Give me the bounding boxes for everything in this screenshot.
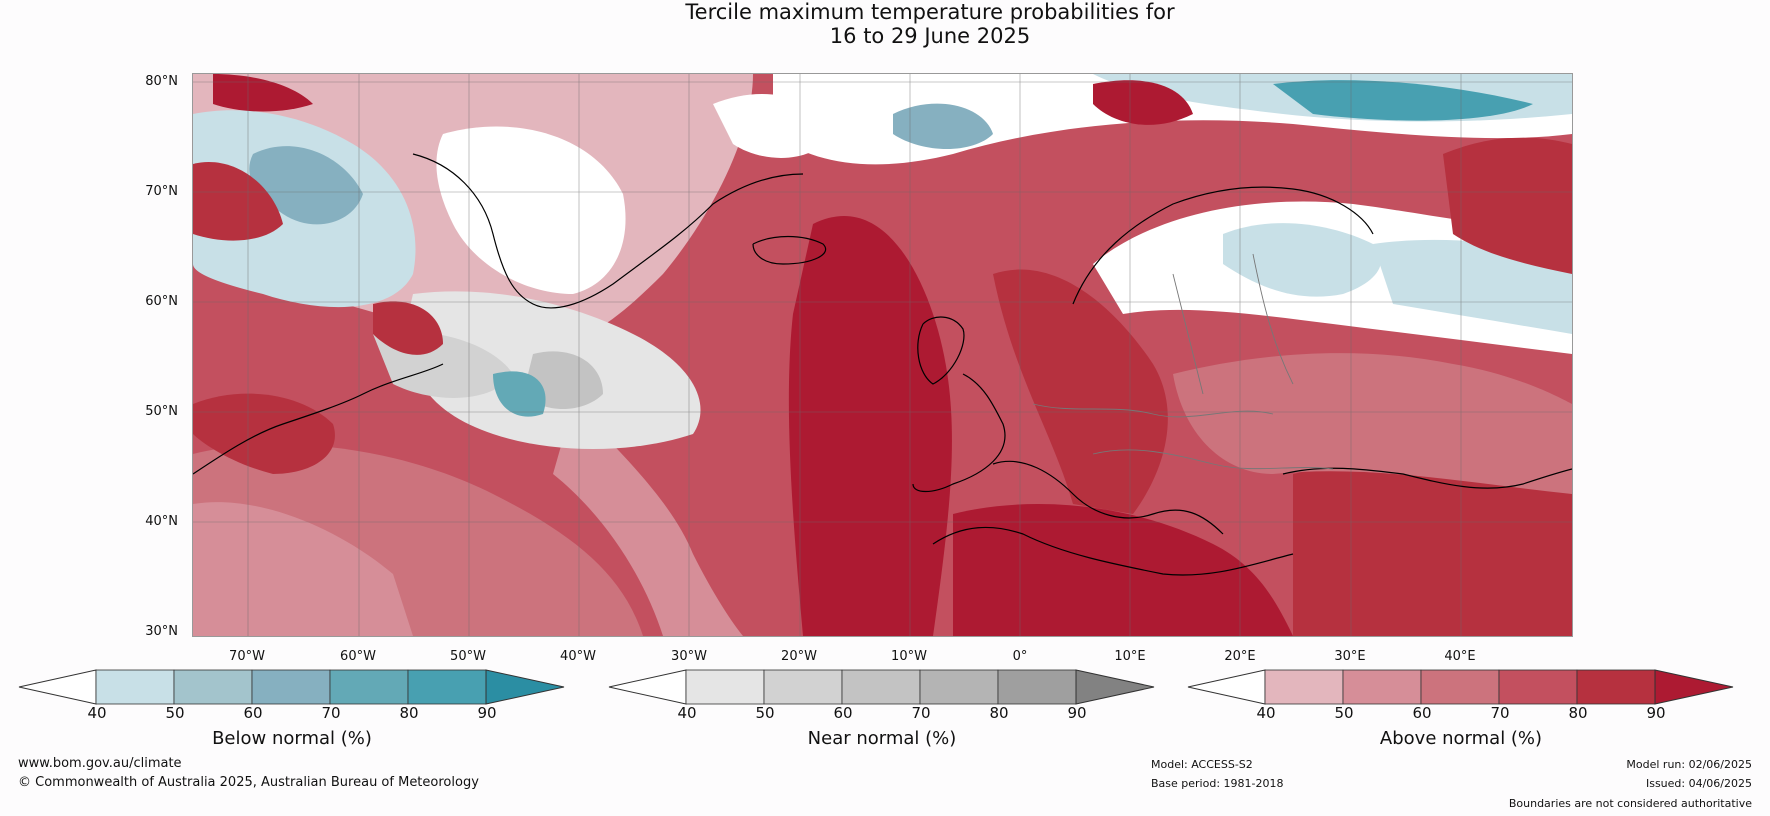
colorbar-swatch (407, 669, 487, 705)
colorbar-extend-low (1187, 669, 1266, 705)
colorbar-swatch (997, 669, 1077, 705)
title-line-1: Tercile maximum temperature probabilitie… (685, 0, 1175, 24)
colorbar-title-above-normal: Above normal (%) (1379, 728, 1543, 749)
colorbar-tick: 50 (165, 704, 185, 722)
colorbar-tick: 60 (1412, 704, 1432, 722)
colorbar-tick: 60 (833, 704, 853, 722)
colorbar-swatch (251, 669, 331, 705)
colorbar-extend-low (18, 669, 97, 705)
colorbar-below-normal (18, 669, 565, 705)
colorbar-above-normal (1187, 669, 1734, 705)
colorbar-near-normal (608, 669, 1155, 705)
colorbar-swatches (1187, 669, 1734, 705)
colorbar-extend-high (1654, 669, 1734, 705)
colorbar-extend-high (1075, 669, 1155, 705)
colorbar-swatch (329, 669, 409, 705)
colorbar-tick: 90 (1067, 704, 1087, 722)
colorbar-title-near-normal: Near normal (%) (807, 728, 957, 749)
lat-label-30n: 30°N (145, 624, 178, 639)
lon-label: 10°E (1114, 649, 1146, 664)
title-line-2: 16 to 29 June 2025 (829, 24, 1031, 48)
lon-label: 20°E (1224, 649, 1256, 664)
probability-map (192, 73, 1573, 637)
lon-label: 10°W (891, 649, 927, 664)
colorbar-tick: 80 (399, 704, 419, 722)
colorbar-swatch (841, 669, 921, 705)
lat-label-40n: 40°N (145, 514, 178, 529)
colorbar-tick: 80 (989, 704, 1009, 722)
colorbar-tick: 40 (87, 704, 107, 722)
colorbar-tick: 50 (1334, 704, 1354, 722)
lon-label: 70°W (229, 649, 265, 664)
colorbar-tick: 90 (477, 704, 497, 722)
footer-issued: Issued: 04/06/2025 (1645, 777, 1752, 790)
colorbar-swatches (608, 669, 1155, 705)
footer-copyright: © Commonwealth of Australia 2025, Austra… (18, 775, 479, 790)
colorbar-extend-low (608, 669, 687, 705)
colorbar-swatch (1576, 669, 1656, 705)
lon-label: 30°E (1334, 649, 1366, 664)
colorbar-tick: 40 (1256, 704, 1276, 722)
lon-label: 40°E (1444, 649, 1476, 664)
colorbar-tick: 70 (321, 704, 341, 722)
colorbar-tick: 90 (1646, 704, 1666, 722)
footer-model: Model: ACCESS-S2 (1151, 758, 1253, 771)
colorbar-tick: 40 (677, 704, 697, 722)
map-canvas (193, 74, 1572, 636)
colorbar-swatch (1498, 669, 1578, 705)
colorbar-tick: 70 (1490, 704, 1510, 722)
colorbar-swatches (18, 669, 565, 705)
lat-label-50n: 50°N (145, 404, 178, 419)
colorbar-swatch (685, 669, 765, 705)
colorbar-swatch (919, 669, 999, 705)
colorbar-tick: 50 (755, 704, 775, 722)
colorbar-swatch (1342, 669, 1422, 705)
footer-model-run: Model run: 02/06/2025 (1626, 758, 1752, 771)
lon-label: 60°W (340, 649, 376, 664)
colorbar-title-below-normal: Below normal (%) (212, 728, 372, 749)
lat-label-80n: 80°N (145, 74, 178, 89)
lat-label-70n: 70°N (145, 184, 178, 199)
colorbar-swatch (1420, 669, 1500, 705)
footer-url: www.bom.gov.au/climate (18, 756, 182, 771)
colorbar-tick: 80 (1568, 704, 1588, 722)
colorbar-extend-high (485, 669, 565, 705)
colorbar-swatch (763, 669, 843, 705)
lat-label-60n: 60°N (145, 294, 178, 309)
lon-label: 40°W (560, 649, 596, 664)
footer-disclaimer: Boundaries are not considered authoritat… (1508, 797, 1752, 810)
colorbar-swatch (173, 669, 253, 705)
colorbar-swatch (1264, 669, 1344, 705)
lon-label: 50°W (450, 649, 486, 664)
lon-label: 20°W (781, 649, 817, 664)
colorbar-swatch (95, 669, 175, 705)
lon-label: 30°W (671, 649, 707, 664)
colorbar-tick: 70 (911, 704, 931, 722)
colorbar-tick: 60 (243, 704, 263, 722)
lon-label: 0° (1012, 649, 1028, 664)
footer-base-period: Base period: 1981-2018 (1151, 777, 1284, 790)
map-title: Tercile maximum temperature probabilitie… (0, 0, 1770, 48)
